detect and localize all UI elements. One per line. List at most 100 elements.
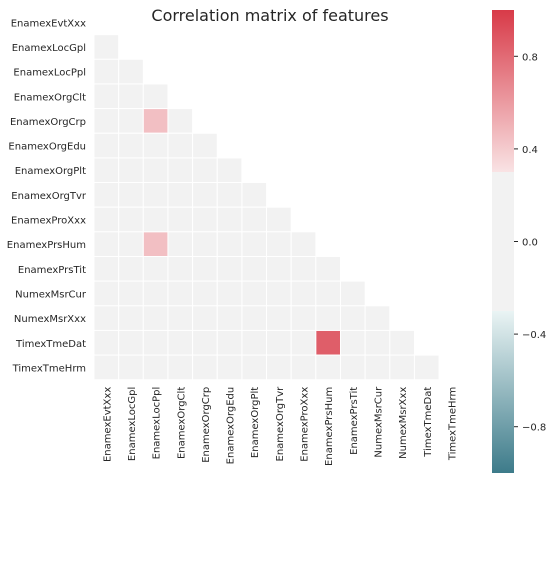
x-tick-label: EnamexPrsTit: [349, 387, 360, 455]
heatmap-cell: [192, 354, 218, 381]
y-tick-label: EnamexLocPpl: [13, 68, 86, 79]
heatmap-cell: [241, 329, 268, 356]
heatmap-cell: [340, 329, 366, 356]
heatmap-cell: [413, 354, 440, 381]
heatmap-cell: [364, 354, 391, 381]
heatmap-cell: [142, 182, 169, 208]
heatmap-cell: [216, 231, 243, 258]
heatmap-cell: [266, 354, 292, 381]
heatmap-cell: [167, 108, 194, 134]
heatmap-cell: [266, 206, 292, 233]
heatmap-cell: [266, 280, 292, 307]
heatmap-cell: [216, 256, 243, 282]
heatmap-cell: [364, 305, 391, 331]
y-tick-labels: EnamexEvtXxx EnamexLocGpl EnamexLocPpl Enam…: [7, 18, 87, 374]
heatmap-cell: [389, 329, 415, 356]
heatmap-cell: [192, 329, 218, 356]
x-tick-label: EnamexEvtXxx: [102, 387, 113, 462]
heatmap-cell: [315, 256, 342, 282]
y-tick-label: NumexMsrXxx: [14, 314, 86, 325]
y-tick-label: EnamexLocGpl: [12, 43, 86, 54]
heatmap-cell: [389, 354, 415, 381]
y-tick-label: EnamexPrsHum: [7, 240, 86, 251]
colorbar-tick-label: 0.8: [522, 52, 538, 63]
heatmap-cell: [118, 280, 144, 307]
heatmap-cell: [93, 280, 120, 307]
heatmap-cell: [241, 182, 268, 208]
heatmap-cell: [142, 354, 169, 381]
heatmap-cell: [93, 231, 120, 258]
y-tick-label: EnamexOrgClt: [14, 92, 86, 103]
x-tick-label: EnamexOrgTvr: [275, 386, 286, 462]
heatmap-cell: [192, 305, 218, 331]
x-tick-label: TimexTmeDat: [423, 387, 434, 458]
heatmap-cell: [118, 206, 144, 233]
heatmap-cell: [142, 108, 169, 134]
heatmap-cell: [241, 305, 268, 331]
heatmap-cell: [167, 182, 194, 208]
heatmap-cell: [241, 206, 268, 233]
heatmap-cell: [290, 329, 317, 356]
heatmap-cells: [93, 34, 440, 381]
heatmap-cell: [266, 231, 292, 258]
x-tick-label: NumexMsrCur: [373, 386, 384, 458]
x-tick-label: EnamexOrgEdu: [226, 387, 237, 465]
heatmap-cell: [93, 305, 120, 331]
heatmap-cell: [118, 108, 144, 134]
y-tick-label: EnamexOrgTvr: [11, 191, 87, 202]
y-tick-label: EnamexOrgCrp: [10, 117, 86, 128]
heatmap-cell: [216, 354, 243, 381]
heatmap-cell: [241, 354, 268, 381]
heatmap-cell: [266, 305, 292, 331]
heatmap-cell: [315, 329, 342, 356]
heatmap-cell: [142, 280, 169, 307]
heatmap-cell: [167, 231, 194, 258]
heatmap-cell: [290, 305, 317, 331]
heatmap-cell: [241, 256, 268, 282]
y-tick-label: TimexTmeDat: [15, 339, 86, 350]
heatmap-cell: [118, 157, 144, 184]
heatmap-cell: [192, 206, 218, 233]
heatmap-cell: [192, 231, 218, 258]
colorbar-tick-label: 0.0: [522, 238, 538, 249]
colorbar-ticks: 0.8 0.4 0.0 −0.4 −0.8: [514, 52, 546, 434]
heatmap-cell: [93, 354, 120, 381]
heatmap-cell: [315, 305, 342, 331]
heatmap-cell: [142, 305, 169, 331]
heatmap-cell: [118, 231, 144, 258]
heatmap-cell: [167, 354, 194, 381]
heatmap-cell: [340, 354, 366, 381]
colorbar: 0.8 0.4 0.0 −0.4 −0.8: [492, 10, 546, 473]
heatmap-cell: [93, 206, 120, 233]
heatmap-cell: [167, 206, 194, 233]
heatmap-cell: [216, 206, 243, 233]
heatmap-cell: [216, 305, 243, 331]
heatmap-cell: [340, 280, 366, 307]
heatmap-cell: [290, 231, 317, 258]
heatmap-cell: [118, 329, 144, 356]
heatmap-cell: [167, 305, 194, 331]
x-tick-labels: EnamexEvtXxx EnamexLocGpl EnamexLocPpl Enam…: [102, 386, 458, 466]
heatmap-cell: [142, 157, 169, 184]
heatmap-cell: [118, 305, 144, 331]
heatmap-cell: [192, 157, 218, 184]
x-tick-label: EnamexPrsHum: [324, 387, 335, 466]
heatmap-cell: [142, 206, 169, 233]
heatmap-cell: [192, 182, 218, 208]
y-tick-label: TimexTmeHrm: [12, 363, 86, 374]
heatmap-cell: [93, 182, 120, 208]
heatmap-cell: [216, 182, 243, 208]
heatmap-cell: [192, 256, 218, 282]
y-tick-label: EnamexOrgEdu: [8, 142, 86, 153]
heatmap-cell: [93, 157, 120, 184]
heatmap-cell: [93, 83, 120, 110]
heatmap-cell: [266, 256, 292, 282]
y-tick-label: NumexMsrCur: [15, 289, 87, 300]
heatmap-cell: [118, 354, 144, 381]
x-tick-label: EnamexOrgClt: [176, 387, 187, 459]
heatmap-cell: [315, 354, 342, 381]
heatmap-cell: [142, 132, 169, 159]
x-tick-label: EnamexLocGpl: [127, 387, 138, 461]
heatmap-cell: [167, 132, 194, 159]
